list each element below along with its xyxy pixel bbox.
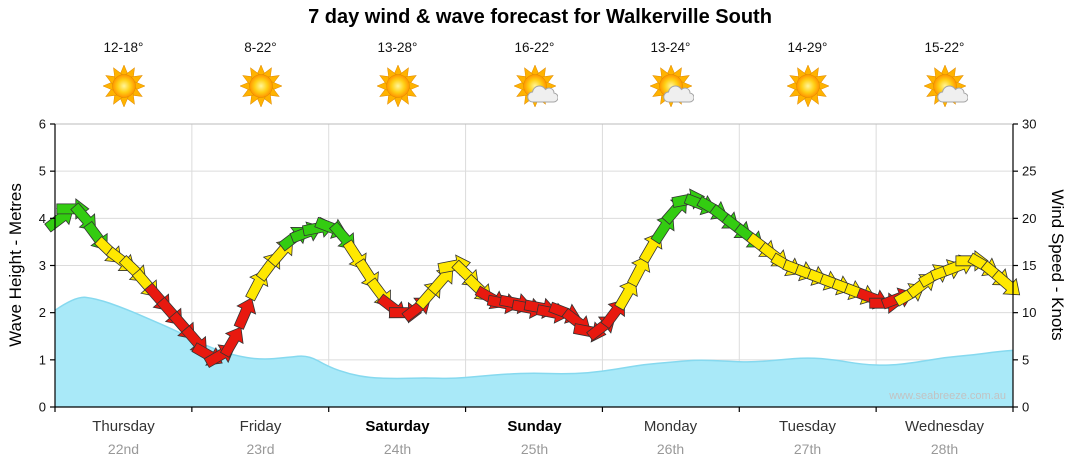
x-label-thursday: Thursday [92, 418, 155, 435]
svg-text:5: 5 [1022, 352, 1029, 367]
day-header-wednesday: 15-22° [876, 40, 1013, 114]
x-date-monday: 26th [656, 441, 685, 457]
sun-cloud-icon [512, 63, 559, 109]
svg-text:10: 10 [1022, 305, 1036, 320]
svg-text:15: 15 [1022, 258, 1036, 273]
svg-text:1: 1 [39, 352, 46, 367]
temperature-range: 13-28° [377, 40, 418, 55]
x-label-tuesday: Tuesday [779, 418, 836, 435]
day-header-sunday: 16-22° [466, 40, 603, 114]
temperature-range: 8-22° [244, 40, 277, 55]
sun-icon [238, 63, 284, 109]
svg-text:0: 0 [1022, 400, 1029, 415]
svg-text:3: 3 [39, 258, 46, 273]
x-date-tuesday: 27th [793, 441, 822, 457]
svg-text:5: 5 [39, 164, 46, 179]
svg-text:4: 4 [39, 211, 46, 226]
temperature-range: 16-22° [514, 40, 555, 55]
day-header-thursday: 12-18° [55, 40, 192, 114]
svg-text:20: 20 [1022, 211, 1036, 226]
sun-cloud-icon [648, 63, 695, 109]
day-header-tuesday: 14-29° [739, 40, 876, 114]
x-label-friday: Friday [239, 418, 282, 435]
sun-cloud-icon [922, 63, 969, 109]
temperature-range: 14-29° [787, 40, 828, 55]
svg-text:25: 25 [1022, 164, 1036, 179]
y-axis-label-wave: Wave Height - Metres [6, 183, 25, 347]
sun-icon [101, 63, 147, 109]
x-label-wednesday: Wednesday [905, 418, 984, 435]
x-date-friday: 23rd [246, 441, 275, 457]
x-date-sunday: 25th [520, 441, 549, 457]
x-label-monday: Monday [643, 418, 698, 435]
page-title: 7 day wind & wave forecast for Walkervil… [308, 6, 772, 28]
svg-text:0: 0 [39, 400, 46, 415]
watermark: www.seabreeze.com.au [889, 390, 1006, 402]
x-date-wednesday: 28th [930, 441, 959, 457]
temperature-range: 12-18° [103, 40, 144, 55]
day-header-saturday: 13-28° [329, 40, 466, 114]
x-label-saturday: Saturday [365, 418, 430, 435]
x-date-thursday: 22nd [107, 441, 140, 457]
day-header-monday: 13-24° [602, 40, 739, 114]
y-axis-label-wind: Wind Speed - Knots [1048, 189, 1067, 341]
temperature-range: 13-24° [650, 40, 691, 55]
temperature-range: 15-22° [924, 40, 965, 55]
sun-icon [785, 63, 831, 109]
x-label-sunday: Sunday [507, 418, 562, 435]
sun-icon [375, 63, 421, 109]
svg-text:30: 30 [1022, 117, 1036, 132]
x-date-saturday: 24th [383, 441, 412, 457]
day-header-friday: 8-22° [192, 40, 329, 114]
svg-text:6: 6 [39, 117, 46, 132]
svg-text:2: 2 [39, 305, 46, 320]
